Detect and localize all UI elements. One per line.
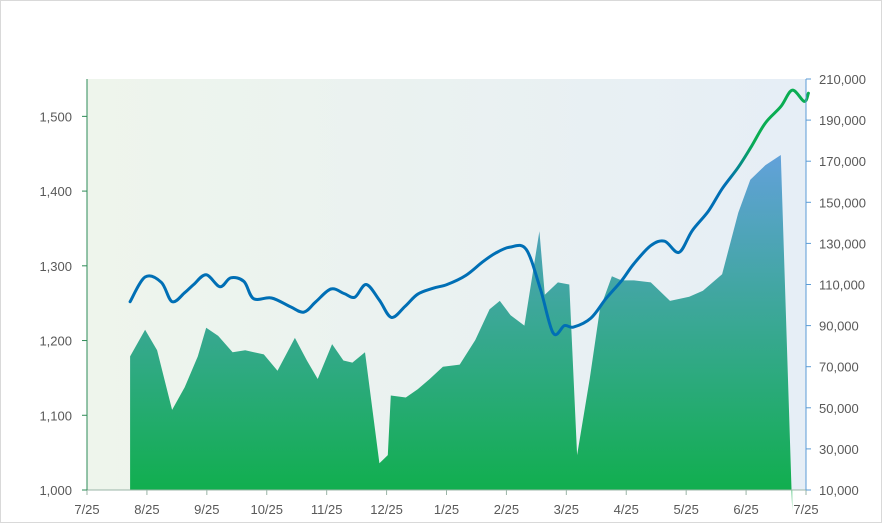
x-tick-label: 4/25	[614, 502, 639, 517]
x-tick-label: 11/25	[311, 502, 343, 517]
x-tick-label: 7/25	[793, 502, 818, 517]
right-tick-label: 130,000	[819, 236, 866, 251]
right-tick-label: 70,000	[819, 360, 859, 375]
left-tick-label: 1,000	[39, 483, 72, 498]
right-tick-label: 50,000	[819, 401, 859, 416]
right-tick-label: 30,000	[819, 442, 859, 457]
right-tick-label: 90,000	[819, 319, 859, 334]
right-tick-label: 150,000	[819, 195, 866, 210]
left-tick-label: 1,200	[39, 334, 72, 349]
left-tick-label: 1,500	[39, 109, 72, 124]
x-tick-label: 2/25	[494, 502, 519, 517]
x-tick-label: 10/25	[250, 502, 283, 517]
x-tick-label: 12/25	[370, 502, 403, 517]
left-tick-label: 1,400	[39, 184, 72, 199]
x-tick-label: 5/25	[674, 502, 699, 517]
x-tick-label: 3/25	[554, 502, 579, 517]
x-tick-label: 7/25	[74, 502, 99, 517]
x-tick-label: 9/25	[194, 502, 219, 517]
x-tick-label: 8/25	[134, 502, 159, 517]
right-tick-label: 210,000	[819, 72, 866, 87]
left-tick-label: 1,100	[39, 408, 72, 423]
right-tick-label: 110,000	[819, 278, 865, 293]
left-tick-label: 1,300	[39, 259, 72, 274]
right-tick-label: 190,000	[819, 113, 866, 128]
x-tick-label: 6/25	[733, 502, 758, 517]
right-tick-label: 10,000	[819, 483, 859, 498]
x-tick-label: 1/25	[434, 502, 459, 517]
right-tick-label: 170,000	[819, 154, 866, 169]
